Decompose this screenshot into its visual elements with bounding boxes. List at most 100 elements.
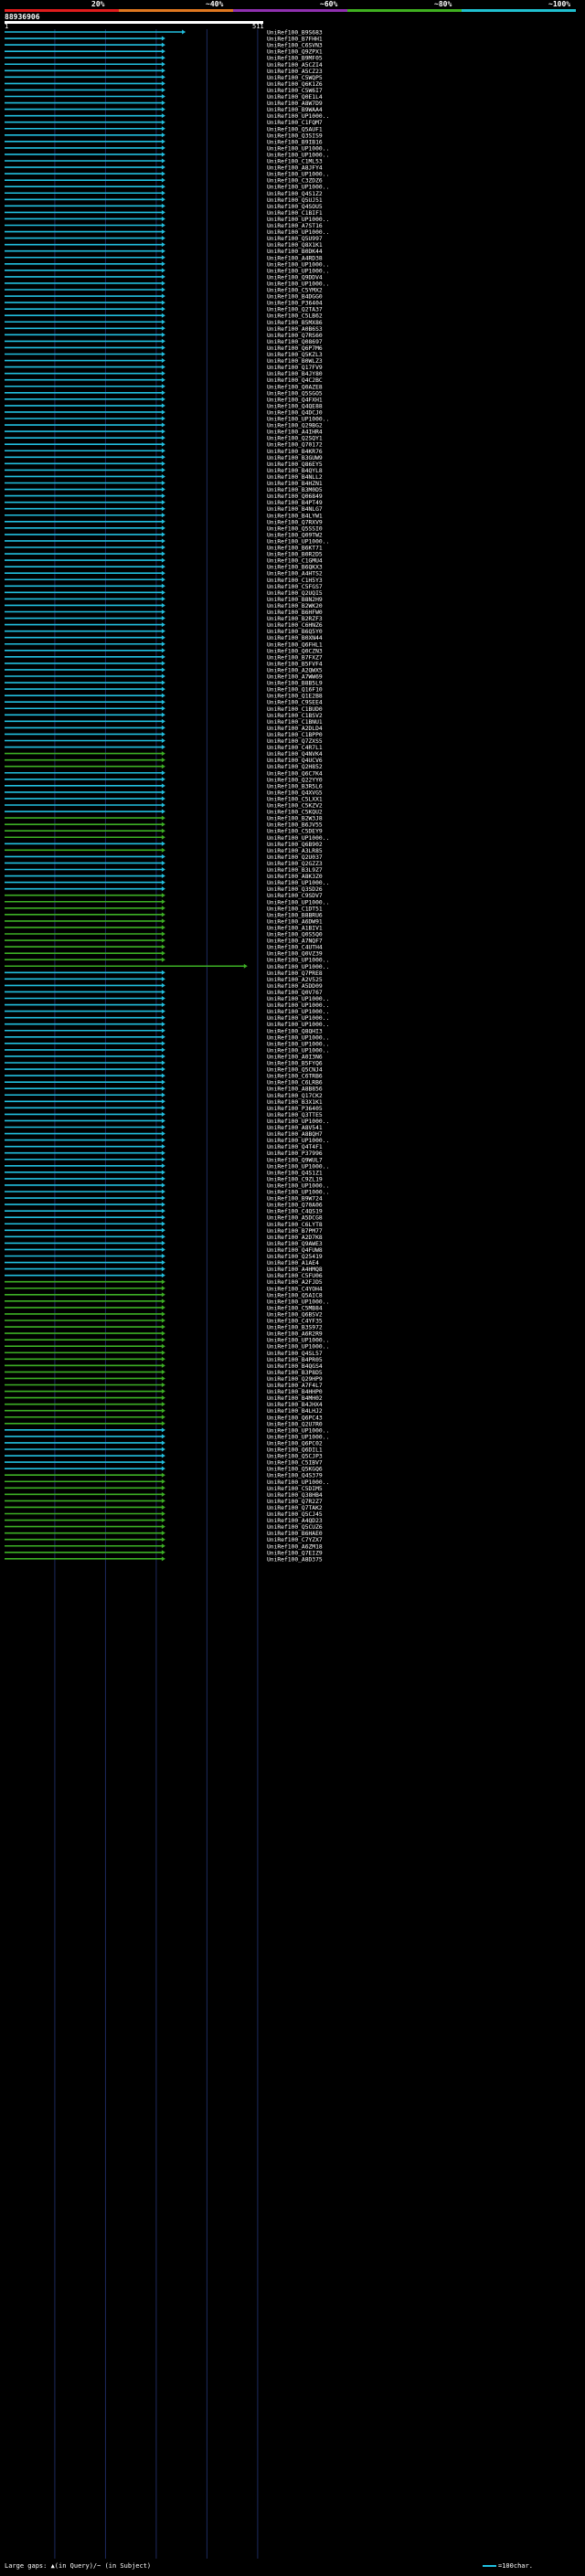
hit-label[interactable]: UniRef100_UP1000.. (267, 1009, 329, 1015)
hit-label[interactable]: UniRef100_C5KQU2 (267, 810, 323, 816)
hit-label[interactable]: UniRef100_B8BRU6 (267, 912, 323, 918)
hit-label[interactable]: UniRef100_B3M0D5 (267, 487, 323, 493)
hit-label[interactable]: UniRef100_C1BUD0 (267, 706, 323, 713)
hit-label[interactable]: UniRef100_C5YMX2 (267, 288, 323, 294)
hit-label[interactable]: UniRef100_B3GUW9 (267, 455, 323, 461)
hit-label[interactable]: UniRef100_Q9ZPX1 (267, 49, 323, 56)
hit-label[interactable]: UniRef100_Q70172 (267, 442, 323, 449)
hit-label[interactable]: UniRef100_B5FVF4 (267, 661, 323, 667)
hit-label[interactable]: UniRef100_Q7RS60 (267, 333, 323, 339)
hit-label[interactable]: UniRef100_UP1000.. (267, 1190, 329, 1196)
hit-label[interactable]: UniRef100_A2DLD4 (267, 726, 323, 732)
hit-label[interactable]: UniRef100_B9W724 (267, 1196, 323, 1203)
hit-label[interactable]: UniRef100_A6DW91 (267, 918, 323, 925)
hit-label[interactable]: UniRef100_Q7TAK2 (267, 1505, 323, 1511)
hit-label[interactable]: UniRef100_B6JV55 (267, 822, 323, 829)
hit-label[interactable]: UniRef100_B3L9Z7 (267, 867, 323, 874)
hit-label[interactable]: UniRef100_A7F4L7 (267, 1383, 323, 1389)
hit-label[interactable]: UniRef100_A0B6S3 (267, 326, 323, 333)
hit-label[interactable]: UniRef100_Q17FV9 (267, 365, 323, 371)
hit-label[interactable]: UniRef100_B4PT49 (267, 500, 323, 506)
hit-label[interactable]: UniRef100_Q0VZ39 (267, 951, 323, 958)
hit-label[interactable]: UniRef100_C3ZDZ6 (267, 178, 323, 185)
hit-label[interactable]: UniRef100_UP1000.. (267, 880, 329, 886)
hit-label[interactable]: UniRef100_B0DK44 (267, 249, 323, 255)
hit-label[interactable]: UniRef100_Q4UCV6 (267, 758, 323, 764)
hit-label[interactable]: UniRef100_B5MX86 (267, 320, 323, 326)
hit-label[interactable]: UniRef100_Q5CJP3 (267, 1454, 323, 1460)
hit-label[interactable]: UniRef100_Q4NVK4 (267, 751, 323, 758)
hit-label[interactable]: UniRef100_A2FJD5 (267, 1279, 323, 1286)
hit-label[interactable]: UniRef100_A4QD23 (267, 1518, 323, 1524)
hit-label[interactable]: UniRef100_P36405 (267, 1106, 323, 1112)
hit-label[interactable]: UniRef100_B9IB16 (267, 139, 323, 145)
hit-label[interactable]: UniRef100_Q0CZN3 (267, 648, 323, 654)
hit-label[interactable]: UniRef100_B6KT71 (267, 546, 323, 552)
hit-label[interactable]: UniRef100_UP1000.. (267, 1479, 329, 1486)
hit-label[interactable]: UniRef100_Q38HB4 (267, 1492, 323, 1499)
hit-label[interactable]: UniRef100_B7FHH1 (267, 37, 323, 43)
hit-label[interactable]: UniRef100_C7YZX7 (267, 1537, 323, 1543)
hit-label[interactable]: UniRef100_B9MF05 (267, 56, 323, 62)
hit-label[interactable]: UniRef100_B3S972 (267, 1325, 323, 1331)
hit-label[interactable]: UniRef100_UP1000.. (267, 1427, 329, 1434)
hit-label[interactable]: UniRef100_Q7ZXS5 (267, 738, 323, 745)
hit-label[interactable]: UniRef100_Q29BG2 (267, 423, 323, 429)
hit-label[interactable]: UniRef100_B2WK20 (267, 603, 323, 610)
hit-label[interactable]: UniRef100_A1BIV1 (267, 925, 323, 931)
hit-label[interactable]: UniRef100_B7FXZ7 (267, 654, 323, 661)
hit-label[interactable]: UniRef100_Q5SSI0 (267, 525, 323, 532)
hit-label[interactable]: UniRef100_Q70A06 (267, 1203, 323, 1209)
hit-label[interactable]: UniRef100_B4MH02 (267, 1395, 323, 1402)
hit-label[interactable]: UniRef100_UP1000.. (267, 1138, 329, 1144)
hit-label[interactable]: UniRef100_UP1000.. (267, 113, 329, 120)
hit-label[interactable]: UniRef100_B6HFW0 (267, 610, 323, 616)
hit-label[interactable]: UniRef100_UP1000.. (267, 538, 329, 545)
hit-label[interactable]: UniRef100_Q5CNJ4 (267, 1067, 323, 1074)
hit-label[interactable]: UniRef100_UP1000.. (267, 268, 329, 274)
hit-label[interactable]: UniRef100_Q2UQI5 (267, 590, 323, 597)
hit-label[interactable]: UniRef100_Q0AZE8 (267, 384, 323, 390)
hit-label[interactable]: UniRef100_A5CZI4 (267, 62, 323, 69)
hit-label[interactable]: UniRef100_Q3SD26 (267, 886, 323, 893)
hit-label[interactable]: UniRef100_A2V525 (267, 977, 323, 983)
hit-label[interactable]: UniRef100_Q9WUL7 (267, 1157, 323, 1163)
hit-label[interactable]: UniRef100_A5DCG8 (267, 1215, 323, 1222)
hit-label[interactable]: UniRef100_UP1000.. (267, 1015, 329, 1022)
hit-label[interactable]: UniRef100_C6SVN3 (267, 43, 323, 49)
hit-label[interactable]: UniRef100_Q06849 (267, 493, 323, 500)
hit-label[interactable]: UniRef100_B8N2H9 (267, 597, 323, 603)
hit-label[interactable]: UniRef100_Q5AIC8 (267, 1292, 323, 1299)
hit-label[interactable]: UniRef100_Q8X1K1 (267, 242, 323, 249)
hit-label[interactable]: UniRef100_P37996 (267, 1150, 323, 1157)
hit-label[interactable]: UniRef100_C5FU06 (267, 1273, 323, 1279)
hit-label[interactable]: UniRef100_A8K3Z0 (267, 874, 323, 880)
hit-label[interactable]: UniRef100_Q6BSV2 (267, 1311, 323, 1318)
hit-label[interactable]: UniRef100_Q9AWE3 (267, 1241, 323, 1247)
hit-label[interactable]: UniRef100_Q6K1Z6 (267, 81, 323, 88)
hit-label[interactable]: UniRef100_UP1000.. (267, 1163, 329, 1170)
hit-label[interactable]: UniRef100_UP1000.. (267, 145, 329, 152)
hit-label[interactable]: UniRef100_A0I3N6 (267, 1054, 323, 1060)
hit-label[interactable]: UniRef100_Q6P7M6 (267, 345, 323, 352)
hit-label[interactable]: UniRef100_Q17CK2 (267, 1093, 323, 1099)
hit-label[interactable]: UniRef100_B4PR05 (267, 1357, 323, 1363)
hit-label[interactable]: UniRef100_C1DT51 (267, 906, 323, 912)
hit-label[interactable]: UniRef100_UP1000.. (267, 1002, 329, 1009)
hit-label[interactable]: UniRef100_UP1000.. (267, 217, 329, 223)
hit-label[interactable]: UniRef100_B3X1K1 (267, 1099, 323, 1106)
hit-label[interactable]: UniRef100_A7NQF7 (267, 938, 323, 945)
hit-label[interactable]: UniRef100_UP1000.. (267, 1118, 329, 1125)
hit-label[interactable]: UniRef100_A8BQH7 (267, 1131, 323, 1138)
hit-label[interactable]: UniRef100_Q5KGQ6 (267, 1467, 323, 1473)
hit-label[interactable]: UniRef100_B3P8D5 (267, 1370, 323, 1376)
hit-label[interactable]: UniRef100_UP1000.. (267, 152, 329, 158)
hit-label[interactable]: UniRef100_Q2SQY1 (267, 436, 323, 442)
hit-label[interactable]: UniRef100_Q2H852 (267, 764, 323, 770)
hit-label[interactable]: UniRef100_C1ML53 (267, 159, 323, 165)
hit-label[interactable]: UniRef100_Q6C7K4 (267, 770, 323, 777)
hit-label[interactable]: UniRef100_A2QWX5 (267, 667, 323, 673)
hit-label[interactable]: UniRef100_Q08697 (267, 339, 323, 345)
hit-label[interactable]: UniRef100_C5DIM5 (267, 1486, 323, 1492)
hit-label[interactable]: UniRef100_UP1000.. (267, 1338, 329, 1344)
